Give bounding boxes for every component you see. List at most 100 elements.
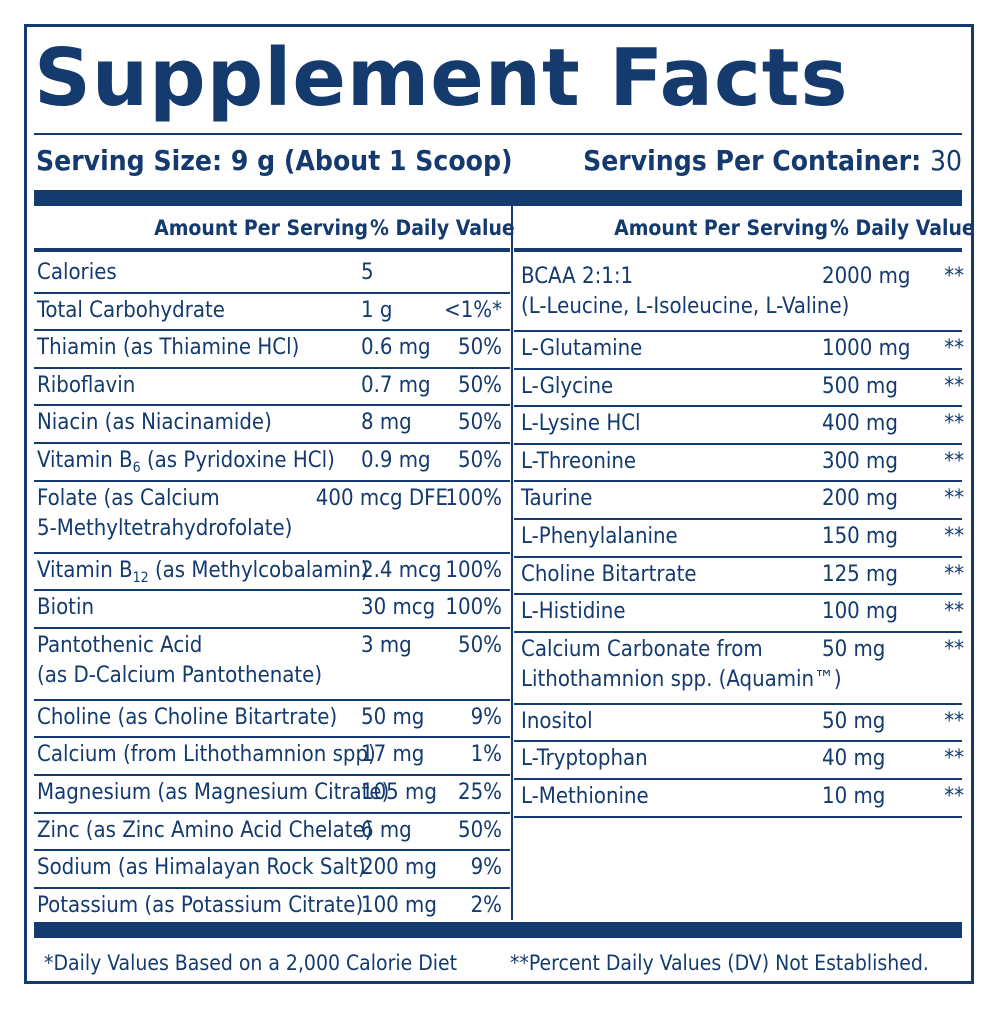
nutrient-daily-value: **	[944, 784, 964, 809]
row-divider	[514, 740, 962, 743]
row-divider	[34, 589, 510, 592]
row-divider	[514, 702, 962, 705]
nutrient-amount: 2000 mg	[822, 264, 911, 289]
nutrient-daily-value: 50%	[458, 817, 502, 843]
left-table-bottom	[34, 924, 510, 926]
nutrient-daily-value: 50%	[458, 448, 502, 473]
nutrient-amount: 50 mg	[361, 704, 425, 730]
nutrient-name-text: Vitamin B	[37, 448, 133, 473]
row-divider	[34, 329, 510, 332]
nutrient-name: L-Phenylalanine	[521, 524, 678, 549]
nutrient-daily-value: **	[944, 448, 964, 474]
nutrient-amount: 2.4 mcg	[361, 557, 442, 583]
nutrient-name: Total Carbohydrate	[37, 297, 225, 323]
nutrient-name: Sodium (as Himalayan Rock Salt)	[37, 855, 366, 881]
nutrient-daily-value: 9%	[470, 855, 502, 881]
row-divider	[514, 442, 962, 445]
nutrient-amount: 500 mg	[822, 373, 898, 399]
nutrient-daily-value: 9%	[470, 704, 502, 730]
nutrient-amount: 0.6 mg	[361, 335, 431, 361]
row-divider	[514, 555, 962, 558]
row-divider	[514, 518, 962, 520]
nutrient-daily-value: 50%	[458, 410, 502, 436]
nutrient-amount: 400 mcg DFE	[315, 485, 448, 511]
row-divider	[34, 811, 510, 814]
servings-per-container-value: 30	[929, 144, 962, 177]
row-divider	[514, 630, 962, 633]
nutrient-name: L-Histidine	[521, 599, 626, 625]
nutrient-name-suffix: (as Methylcobalamin)	[148, 557, 369, 583]
row-divider	[34, 698, 510, 701]
nutrient-amount: 300 mg	[822, 448, 898, 474]
nutrient-daily-value: 100%	[445, 557, 502, 583]
nutrient-name-subscript: 6	[132, 460, 141, 476]
nutrient-daily-value: **	[944, 264, 964, 289]
nutrient-name: Biotin	[37, 595, 94, 621]
thick-bar-top	[34, 190, 962, 206]
nutrient-name: Pantothenic Acid	[37, 632, 203, 658]
nutrient-amount: 40 mg	[822, 746, 886, 772]
nutrient-amount: 6 mg	[361, 817, 412, 843]
nutrient-name: Calcium Carbonate from	[521, 636, 763, 662]
nutrient-daily-value: 50%	[458, 335, 502, 361]
column-divider	[511, 206, 513, 920]
row-divider	[514, 405, 962, 408]
nutrient-daily-value: **	[944, 746, 964, 772]
nutrient-name: Zinc (as Zinc Amino Acid Chelate)	[37, 817, 373, 843]
right-amount-header: Amount Per Serving	[614, 216, 828, 240]
nutrient-amount: 100 mg	[822, 599, 898, 625]
nutrient-name: L-Glutamine	[521, 336, 643, 361]
nutrient-amount: 8 mg	[361, 410, 412, 436]
nutrient-amount: 400 mg	[822, 411, 898, 437]
serving-size: Serving Size: 9 g (About 1 Scoop)	[36, 144, 513, 177]
nutrient-name: L-Glycine	[521, 373, 614, 399]
nutrient-amount: 0.7 mg	[361, 372, 431, 398]
row-divider	[34, 849, 510, 852]
nutrient-amount: 150 mg	[822, 524, 898, 549]
nutrient-daily-value: **	[944, 411, 964, 437]
nutrient-name: Magnesium (as Magnesium Citrate)	[37, 780, 390, 805]
nutrient-amount: 1 g	[361, 297, 393, 323]
nutrient-name: Thiamin (as Thiamine HCl)	[37, 335, 300, 361]
nutrient-name: Riboflavin	[37, 372, 136, 398]
nutrient-name: Choline (as Choline Bitartrate)	[37, 704, 338, 730]
nutrient-daily-value: 1%	[470, 742, 502, 768]
row-divider	[34, 479, 510, 482]
nutrient-name: Choline Bitartrate	[521, 561, 697, 587]
nutrient-name-text: Vitamin B	[37, 557, 133, 583]
nutrient-amount: 50 mg	[822, 708, 886, 734]
nutrient-daily-value: 100%	[445, 485, 502, 511]
row-divider	[34, 736, 510, 739]
nutrient-amount: 3 mg	[361, 632, 412, 658]
serving-size-value: 9 g (About 1 Scoop)	[230, 144, 513, 177]
row-divider	[514, 367, 962, 370]
label-border	[24, 24, 974, 984]
row-divider	[34, 626, 510, 629]
nutrient-name-subscript: 12	[132, 569, 149, 586]
row-divider	[514, 330, 962, 332]
page-title: Supplement Facts	[34, 32, 849, 124]
nutrient-name: Potassium (as Potassium Citrate)	[37, 892, 364, 918]
nutrient-name: Vitamin B12 (as Methylcobalamin)	[37, 556, 369, 586]
row-divider	[34, 291, 510, 294]
title-divider	[34, 133, 962, 135]
nutrient-name-line2: (as D-Calcium Pantothenate)	[37, 662, 323, 688]
nutrient-daily-value: **	[944, 599, 964, 625]
nutrient-daily-value: **	[944, 373, 964, 399]
nutrient-name: Calcium (from Lithothamnion spp)	[37, 742, 376, 768]
row-divider	[514, 593, 962, 596]
nutrient-amount: 1000 mg	[822, 336, 911, 361]
nutrient-amount: 5	[361, 260, 374, 285]
right-table-bottom	[514, 816, 962, 818]
nutrient-amount: 100 mg	[361, 892, 437, 918]
nutrient-daily-value: **	[944, 524, 964, 549]
nutrient-name-suffix: (as Pyridoxine HCl)	[140, 448, 335, 473]
row-divider	[34, 366, 510, 369]
nutrient-daily-value: **	[944, 486, 964, 512]
nutrient-amount: 50 mg	[822, 636, 886, 662]
nutrient-name: Taurine	[521, 486, 593, 512]
thick-bar-bottom	[34, 922, 962, 938]
footnote-not-established: **Percent Daily Values (DV) Not Establis…	[510, 951, 929, 975]
nutrient-amount: 125 mg	[822, 561, 898, 587]
nutrient-amount: 105 mg	[361, 780, 437, 805]
